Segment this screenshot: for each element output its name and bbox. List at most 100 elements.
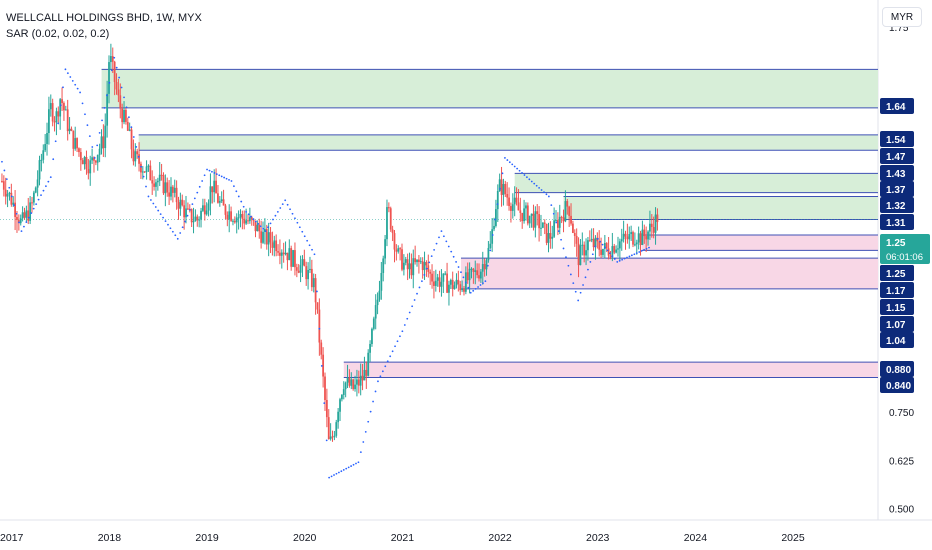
candle [580, 239, 582, 265]
candle [296, 264, 298, 277]
level-label[interactable]: 0.880 [880, 361, 914, 377]
candle [181, 195, 183, 207]
candle [148, 164, 150, 172]
candle-body [559, 217, 561, 228]
level-label[interactable]: 1.54 [880, 131, 914, 147]
candle-body [452, 280, 454, 289]
sar-dot [292, 213, 294, 215]
candle [44, 134, 46, 152]
candle-body [151, 180, 153, 183]
candle [25, 206, 27, 223]
level-label[interactable]: 1.43 [880, 165, 914, 181]
candle-body [119, 95, 121, 108]
candle [390, 207, 392, 232]
level-label[interactable]: 1.47 [880, 148, 914, 164]
level-label[interactable]: 1.32 [880, 197, 914, 213]
candle [89, 156, 91, 186]
candle-body [657, 215, 659, 222]
sar-dot [206, 169, 208, 171]
candle-body [519, 210, 521, 213]
candle-body [208, 203, 210, 210]
candle-body [24, 212, 26, 217]
candle-body [7, 194, 9, 197]
candle [412, 250, 414, 289]
candle [410, 254, 412, 279]
sar-dot [204, 174, 206, 176]
sar-dot [384, 365, 386, 367]
time-tick-label: 2020 [293, 532, 317, 544]
candle-body [71, 129, 73, 131]
candle [125, 108, 127, 125]
level-label-text: 0.840 [886, 381, 911, 392]
sar-dot [353, 464, 355, 466]
candle-body [585, 250, 587, 255]
zone-resistance-0[interactable] [102, 69, 878, 108]
candle-body [435, 281, 437, 286]
candle [422, 257, 424, 279]
candle-body [272, 242, 274, 247]
zone-support-6[interactable] [344, 362, 878, 377]
sar-dot [184, 221, 186, 223]
level-label[interactable]: 1.37 [880, 181, 914, 197]
sar-dot [323, 402, 325, 404]
candle-body [510, 206, 512, 211]
level-label[interactable]: 1.04 [880, 332, 914, 348]
candle [401, 244, 403, 272]
sar-dot [431, 255, 433, 257]
sar-dot [38, 199, 40, 201]
sar-dot [113, 57, 115, 59]
candle-body [256, 225, 258, 231]
candle-body [557, 220, 559, 228]
candle-body [448, 285, 450, 293]
sar-dot [189, 209, 191, 211]
zone-support-4[interactable] [642, 235, 878, 250]
candle-body [553, 220, 555, 236]
candle [266, 225, 268, 250]
zone-resistance-2[interactable] [515, 173, 878, 192]
candle [431, 264, 433, 289]
candle-body [87, 169, 89, 173]
sar-dot [150, 199, 152, 201]
level-label[interactable]: 1.07 [880, 316, 914, 332]
current-price-tag[interactable]: 1.25 06:01:06 [880, 234, 930, 264]
level-label[interactable]: 1.64 [880, 98, 914, 114]
candle-body [298, 271, 300, 273]
candle [354, 376, 356, 392]
sar-dot [343, 469, 345, 471]
currency-button[interactable]: MYR [882, 7, 922, 27]
zone-resistance-1[interactable] [139, 135, 878, 150]
time-tick-label: 2022 [488, 532, 512, 544]
sar-dot [231, 180, 233, 182]
level-label[interactable]: 0.840 [880, 377, 914, 393]
zone-support-5[interactable] [461, 258, 878, 289]
candle [234, 216, 236, 223]
candle-body [287, 253, 289, 260]
candle-body [380, 273, 382, 291]
candle-body [99, 149, 101, 155]
sar-dot [108, 82, 110, 84]
zone-resistance-3[interactable] [564, 196, 878, 219]
candle-body [339, 399, 341, 412]
candle-body [623, 234, 625, 239]
sar-dot [284, 199, 286, 201]
candle-body [561, 217, 563, 218]
candle-body [40, 160, 42, 161]
level-label[interactable]: 1.17 [880, 282, 914, 298]
candle [281, 249, 283, 268]
candle-body [407, 259, 409, 269]
candle [380, 262, 382, 300]
candle [523, 200, 525, 224]
candle [382, 256, 384, 282]
candle [87, 159, 89, 179]
candle-body [580, 245, 582, 265]
sar-dot [580, 292, 582, 294]
candle-body [226, 215, 228, 220]
candle-body [422, 261, 424, 270]
sar-indicator-label[interactable]: SAR (0.02, 0.02, 0.2) [6, 28, 109, 40]
candle-body [144, 171, 146, 172]
candle-body [467, 272, 469, 280]
level-label[interactable]: 1.25 [880, 265, 914, 281]
level-label[interactable]: 1.15 [880, 299, 914, 315]
level-label[interactable]: 1.31 [880, 214, 914, 230]
